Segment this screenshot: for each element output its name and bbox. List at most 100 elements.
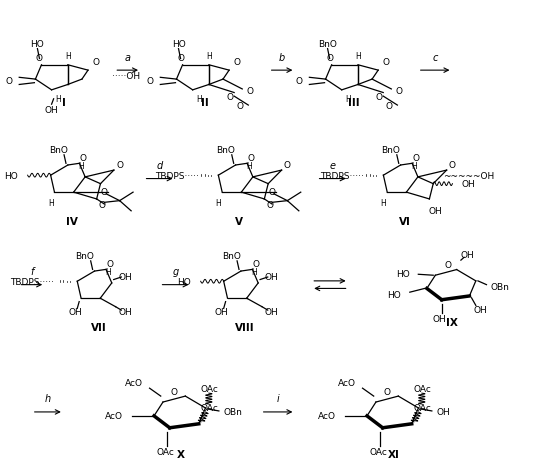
Text: OBn: OBn <box>223 407 242 416</box>
Text: ·····OH: ·····OH <box>112 72 141 81</box>
Text: IX: IX <box>446 317 458 327</box>
Text: H: H <box>215 198 221 208</box>
Text: OAc: OAc <box>201 404 219 413</box>
Text: d: d <box>156 161 163 171</box>
Text: H: H <box>345 95 350 104</box>
Text: H: H <box>251 268 257 277</box>
Text: O: O <box>267 200 274 209</box>
Text: III: III <box>348 98 360 108</box>
Text: BnO: BnO <box>49 146 68 155</box>
Text: O: O <box>268 188 276 197</box>
Text: OH: OH <box>45 106 58 115</box>
Text: AcO: AcO <box>125 378 143 387</box>
Text: H: H <box>355 52 361 61</box>
Text: II: II <box>201 98 209 108</box>
Text: O: O <box>284 161 291 170</box>
Text: O: O <box>449 161 456 170</box>
Text: X: X <box>177 448 185 458</box>
Text: OH: OH <box>462 180 476 189</box>
Text: c: c <box>433 52 438 62</box>
Text: H: H <box>411 162 417 171</box>
Text: AcO: AcO <box>105 412 123 420</box>
Text: OH: OH <box>461 250 474 259</box>
Text: OH: OH <box>68 307 82 317</box>
Text: BnO: BnO <box>222 252 241 261</box>
Text: TBDPS·····: TBDPS····· <box>320 171 364 180</box>
Text: OH: OH <box>118 307 132 317</box>
Text: O: O <box>253 259 260 268</box>
Text: IV: IV <box>66 217 78 227</box>
Text: OH: OH <box>436 407 450 416</box>
Text: O: O <box>36 54 43 63</box>
Text: TBDPS·····: TBDPS····· <box>155 171 199 180</box>
Text: OAc: OAc <box>156 447 174 456</box>
Text: HO: HO <box>4 171 18 180</box>
Text: O: O <box>106 259 114 268</box>
Text: O: O <box>237 101 244 110</box>
Text: O: O <box>396 87 403 96</box>
Text: OAc: OAc <box>201 384 219 393</box>
Text: O: O <box>80 154 87 162</box>
Text: AcO: AcO <box>318 412 336 420</box>
Text: O: O <box>226 92 234 101</box>
Text: H: H <box>65 52 71 61</box>
Text: OAc: OAc <box>414 404 432 413</box>
Text: H: H <box>78 162 84 171</box>
Text: HO: HO <box>30 40 44 49</box>
Text: O: O <box>116 161 123 170</box>
Text: OH: OH <box>118 272 132 281</box>
Text: O: O <box>6 77 13 86</box>
Text: O: O <box>177 54 184 63</box>
Text: VIII: VIII <box>235 322 255 332</box>
Text: H: H <box>381 198 386 208</box>
Text: HO: HO <box>387 290 401 299</box>
Text: BnO: BnO <box>217 146 235 155</box>
Text: b: b <box>279 52 285 62</box>
Text: H: H <box>48 198 53 208</box>
Text: e: e <box>329 161 336 171</box>
Text: a: a <box>125 52 131 62</box>
Text: OH: OH <box>473 305 487 314</box>
Text: OAc: OAc <box>369 447 387 456</box>
Text: f: f <box>30 267 34 277</box>
Text: O: O <box>296 77 302 86</box>
Text: VII: VII <box>90 322 106 332</box>
Text: BnO: BnO <box>75 252 94 261</box>
Text: O: O <box>247 87 254 96</box>
Text: VI: VI <box>398 217 410 227</box>
Text: H: H <box>196 95 202 104</box>
Text: BnO: BnO <box>318 40 337 49</box>
Text: H: H <box>206 52 212 61</box>
Text: O: O <box>383 387 391 396</box>
Text: V: V <box>235 217 244 227</box>
Text: g: g <box>172 267 179 277</box>
Text: HO: HO <box>396 269 410 278</box>
Text: O: O <box>234 58 241 67</box>
Text: O: O <box>147 77 154 86</box>
Text: O: O <box>93 58 100 67</box>
Text: OH: OH <box>264 307 278 317</box>
Text: I: I <box>62 98 66 108</box>
Text: h: h <box>45 394 51 404</box>
Text: OH: OH <box>215 307 229 317</box>
Text: AcO: AcO <box>338 378 356 387</box>
Text: BnO: BnO <box>382 146 401 155</box>
Text: OAc: OAc <box>414 384 432 393</box>
Text: O: O <box>386 101 393 110</box>
Text: HO: HO <box>172 40 185 49</box>
Text: OH: OH <box>428 207 442 216</box>
Text: O: O <box>413 154 419 162</box>
Text: O: O <box>247 154 255 162</box>
Text: i: i <box>277 394 279 404</box>
Text: TBDPS·····: TBDPS····· <box>10 277 54 286</box>
Text: O: O <box>445 261 452 270</box>
Text: HO: HO <box>177 277 191 286</box>
Text: O: O <box>99 200 106 209</box>
Text: O: O <box>326 54 333 63</box>
Text: O: O <box>171 387 177 396</box>
Text: OH: OH <box>264 272 278 281</box>
Text: H: H <box>246 162 252 171</box>
Text: OH: OH <box>433 315 446 323</box>
Text: O: O <box>376 92 383 101</box>
Text: H: H <box>55 95 61 104</box>
